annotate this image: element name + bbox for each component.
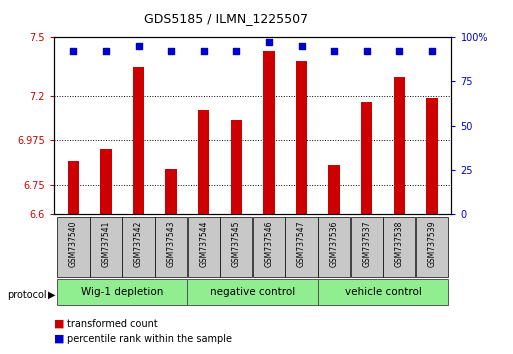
FancyBboxPatch shape <box>57 279 187 305</box>
Bar <box>231 120 242 214</box>
Bar <box>328 165 340 214</box>
FancyBboxPatch shape <box>416 217 448 277</box>
FancyBboxPatch shape <box>318 217 350 277</box>
Bar <box>198 110 209 214</box>
Text: GSM737542: GSM737542 <box>134 221 143 267</box>
FancyBboxPatch shape <box>350 217 383 277</box>
Point <box>134 43 143 49</box>
FancyBboxPatch shape <box>123 217 155 277</box>
Text: GSM737545: GSM737545 <box>232 221 241 267</box>
FancyBboxPatch shape <box>90 217 122 277</box>
FancyBboxPatch shape <box>253 217 285 277</box>
Text: ▶: ▶ <box>48 290 55 300</box>
FancyBboxPatch shape <box>57 217 90 277</box>
Bar <box>101 149 112 214</box>
FancyBboxPatch shape <box>285 217 318 277</box>
Bar <box>166 169 177 214</box>
Text: GSM737536: GSM737536 <box>330 221 339 267</box>
Point <box>265 40 273 45</box>
Point <box>395 48 403 54</box>
Text: protocol: protocol <box>7 290 47 300</box>
Text: GSM737546: GSM737546 <box>264 221 273 267</box>
Point <box>428 48 436 54</box>
FancyBboxPatch shape <box>188 217 220 277</box>
Text: vehicle control: vehicle control <box>345 287 422 297</box>
Text: transformed count: transformed count <box>67 319 157 329</box>
Point <box>330 48 338 54</box>
Bar <box>296 61 307 214</box>
Bar <box>133 67 144 214</box>
Bar <box>263 51 274 214</box>
FancyBboxPatch shape <box>155 217 187 277</box>
Text: ■: ■ <box>54 334 64 344</box>
Point <box>232 48 241 54</box>
Bar <box>426 98 438 214</box>
Point <box>69 48 77 54</box>
Bar <box>393 76 405 214</box>
Bar <box>361 102 372 214</box>
FancyBboxPatch shape <box>187 279 318 305</box>
Text: Wig-1 depletion: Wig-1 depletion <box>81 287 164 297</box>
Text: percentile rank within the sample: percentile rank within the sample <box>67 334 232 344</box>
Text: GSM737537: GSM737537 <box>362 221 371 267</box>
Text: GSM737543: GSM737543 <box>167 221 175 267</box>
Text: GSM737547: GSM737547 <box>297 221 306 267</box>
FancyBboxPatch shape <box>220 217 252 277</box>
Point <box>167 48 175 54</box>
Bar <box>68 161 79 214</box>
Point <box>363 48 371 54</box>
Point <box>102 48 110 54</box>
Text: GSM737544: GSM737544 <box>199 221 208 267</box>
Text: GSM737539: GSM737539 <box>427 221 437 267</box>
Point <box>200 48 208 54</box>
Text: GSM737541: GSM737541 <box>102 221 110 267</box>
Text: negative control: negative control <box>210 287 295 297</box>
Text: ■: ■ <box>54 319 64 329</box>
Point <box>298 43 306 49</box>
FancyBboxPatch shape <box>383 217 416 277</box>
Text: GDS5185 / ILMN_1225507: GDS5185 / ILMN_1225507 <box>144 12 308 25</box>
Text: GSM737538: GSM737538 <box>395 221 404 267</box>
Text: GSM737540: GSM737540 <box>69 221 78 267</box>
FancyBboxPatch shape <box>318 279 448 305</box>
